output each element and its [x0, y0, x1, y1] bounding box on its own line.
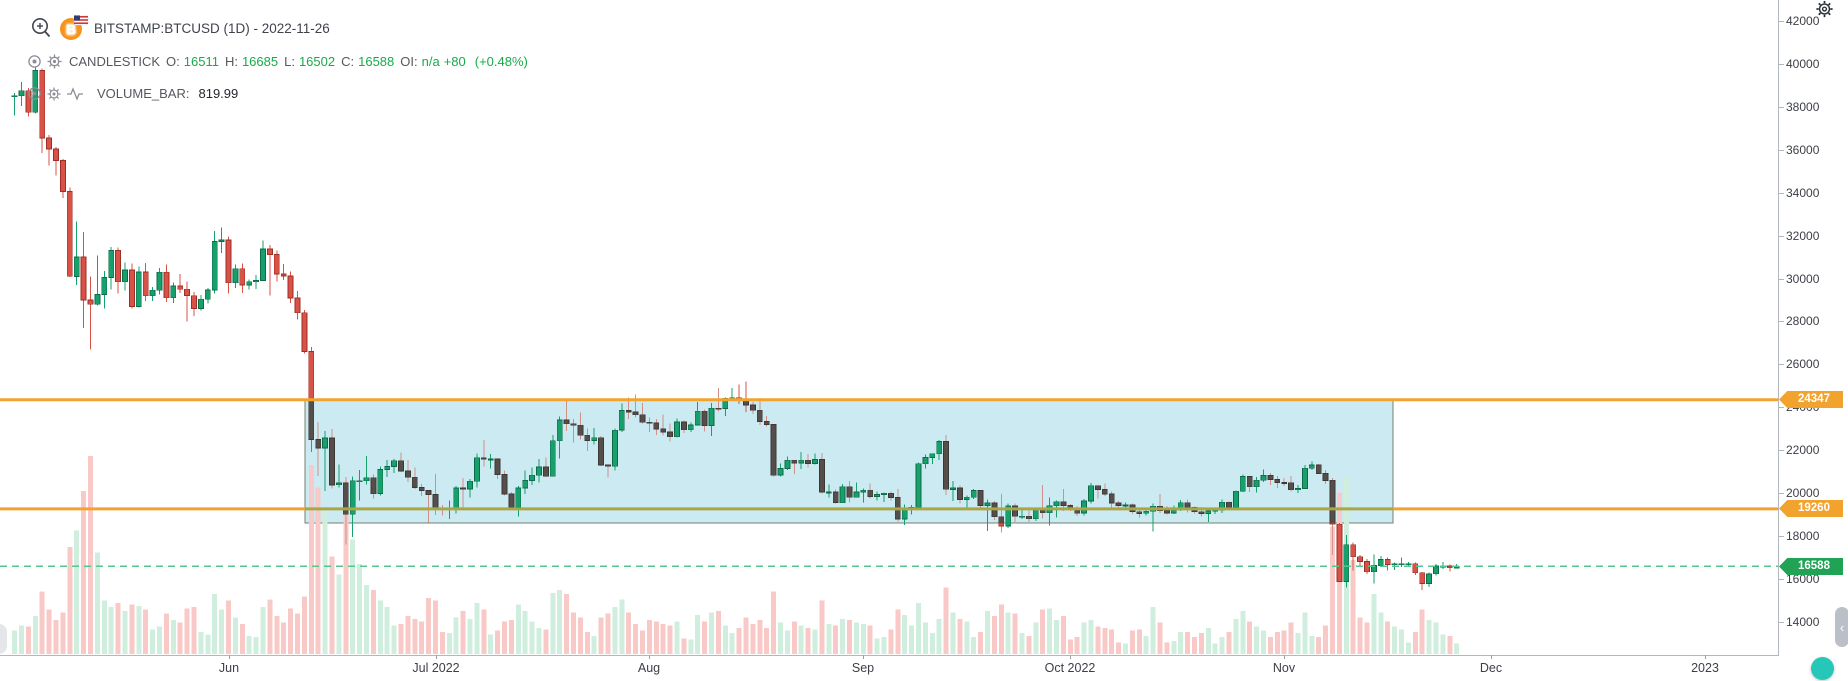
y-axis-label: 36000 [1786, 143, 1820, 157]
eye-icon[interactable] [27, 86, 42, 101]
y-axis-label: 16000 [1786, 572, 1820, 586]
volume-legend-row: VOLUME_BAR: 819.99 [27, 86, 238, 101]
x-tick [649, 655, 650, 659]
pulse-icon [66, 86, 84, 101]
y-axis-label: 30000 [1786, 272, 1820, 286]
gear-icon[interactable] [47, 86, 61, 101]
zoom-in-icon[interactable] [28, 15, 54, 41]
y-axis-label: 14000 [1786, 615, 1820, 629]
gear-icon[interactable] [47, 54, 62, 69]
x-axis-label: Sep [851, 661, 875, 675]
x-tick [1070, 655, 1071, 659]
candlestick-legend-row: CANDLESTICK O: 16511 H: 16685 L: 16502 C: 16588 O… [27, 54, 528, 69]
volume-bars [12, 456, 1460, 655]
x-tick [1284, 655, 1285, 659]
symbol-title: BITSTAMP:BTCUSD (1D) - 2022-11-26 [94, 20, 330, 36]
svg-text:B: B [66, 21, 76, 37]
y-tick [1779, 364, 1784, 365]
x-axis-label: Jul 2022 [412, 661, 460, 675]
us-flag-badge [73, 15, 89, 26]
candlestick-values: CANDLESTICK O: 16511 H: 16685 L: 16502 C: 16588 O… [67, 54, 528, 69]
y-axis-label: 28000 [1786, 314, 1820, 328]
field-label: O: [166, 54, 180, 69]
change-value: +80 [443, 54, 466, 69]
y-tick [1779, 64, 1784, 65]
y-axis-label: 26000 [1786, 357, 1820, 371]
range-box[interactable] [304, 399, 1394, 524]
series-name: CANDLESTICK [69, 54, 161, 69]
symbol-row: B BITSTAMP:BTCUSD (1D) - 2022-11-26 [28, 15, 330, 41]
x-tick [436, 655, 437, 659]
x-tick [1705, 655, 1706, 659]
x-axis-label: Oct 2022 [1044, 661, 1096, 675]
y-tick [1779, 279, 1784, 280]
field-label: OI: [400, 54, 418, 69]
y-tick [1779, 407, 1784, 408]
y-tick [1779, 622, 1784, 623]
y-axis-label: 34000 [1786, 186, 1820, 200]
volume-value: 819.99 [198, 86, 239, 101]
floating-action-button[interactable] [1811, 657, 1834, 680]
y-tick [1779, 579, 1784, 580]
field-value: 16588 [358, 54, 395, 69]
y-tick [1779, 450, 1784, 451]
x-tick [229, 655, 230, 659]
y-tick [1779, 21, 1784, 22]
x-axis-label: 2023 [1691, 661, 1719, 675]
scroll-right-handle[interactable]: ‹ [1835, 607, 1848, 647]
field-label: H: [224, 54, 238, 69]
x-axis-label: Aug [637, 661, 661, 675]
field-value: 16502 [298, 54, 336, 69]
field-value: 16685 [241, 54, 279, 69]
price-badge: 16588 [1779, 558, 1843, 575]
field-label: C: [341, 54, 355, 69]
price-badge: 19260 [1779, 500, 1843, 517]
change-percent: (+0.48%) [474, 54, 528, 69]
x-tick [863, 655, 864, 659]
y-axis-label: 22000 [1786, 443, 1820, 457]
y-axis-label: 20000 [1786, 486, 1820, 500]
y-tick [1779, 493, 1784, 494]
eye-icon[interactable] [27, 54, 42, 69]
x-axis-label: Nov [1272, 661, 1296, 675]
volume-series-name: VOLUME_BAR: [97, 86, 190, 101]
x-axis-label: Dec [1479, 661, 1503, 675]
y-axis-label: 18000 [1786, 529, 1820, 543]
y-axis-label: 38000 [1786, 100, 1820, 114]
field-label: L: [284, 54, 295, 69]
price-axis-line [1778, 0, 1779, 656]
x-axis-label: Jun [218, 661, 240, 675]
y-tick [1779, 321, 1784, 322]
y-tick [1779, 193, 1784, 194]
y-axis-label: 42000 [1786, 14, 1820, 28]
chart-canvas[interactable] [0, 0, 1778, 656]
y-tick [1779, 107, 1784, 108]
candlestick-series [11, 67, 1460, 590]
field-value: n/a [421, 54, 440, 69]
price-badge: 24347 [1779, 391, 1843, 408]
chevron-left-icon: ‹ [1839, 619, 1845, 635]
y-tick [1779, 150, 1784, 151]
y-axis-label: 32000 [1786, 229, 1820, 243]
y-axis-label: 40000 [1786, 57, 1820, 71]
y-tick [1779, 536, 1784, 537]
bitcoin-logo: B [59, 15, 89, 41]
field-value: 16511 [183, 54, 219, 69]
y-tick [1779, 236, 1784, 237]
time-axis-line [0, 655, 1778, 656]
scroll-left-handle[interactable] [0, 624, 7, 654]
x-tick [1491, 655, 1492, 659]
chart-settings-gear-icon[interactable] [1814, 0, 1835, 20]
